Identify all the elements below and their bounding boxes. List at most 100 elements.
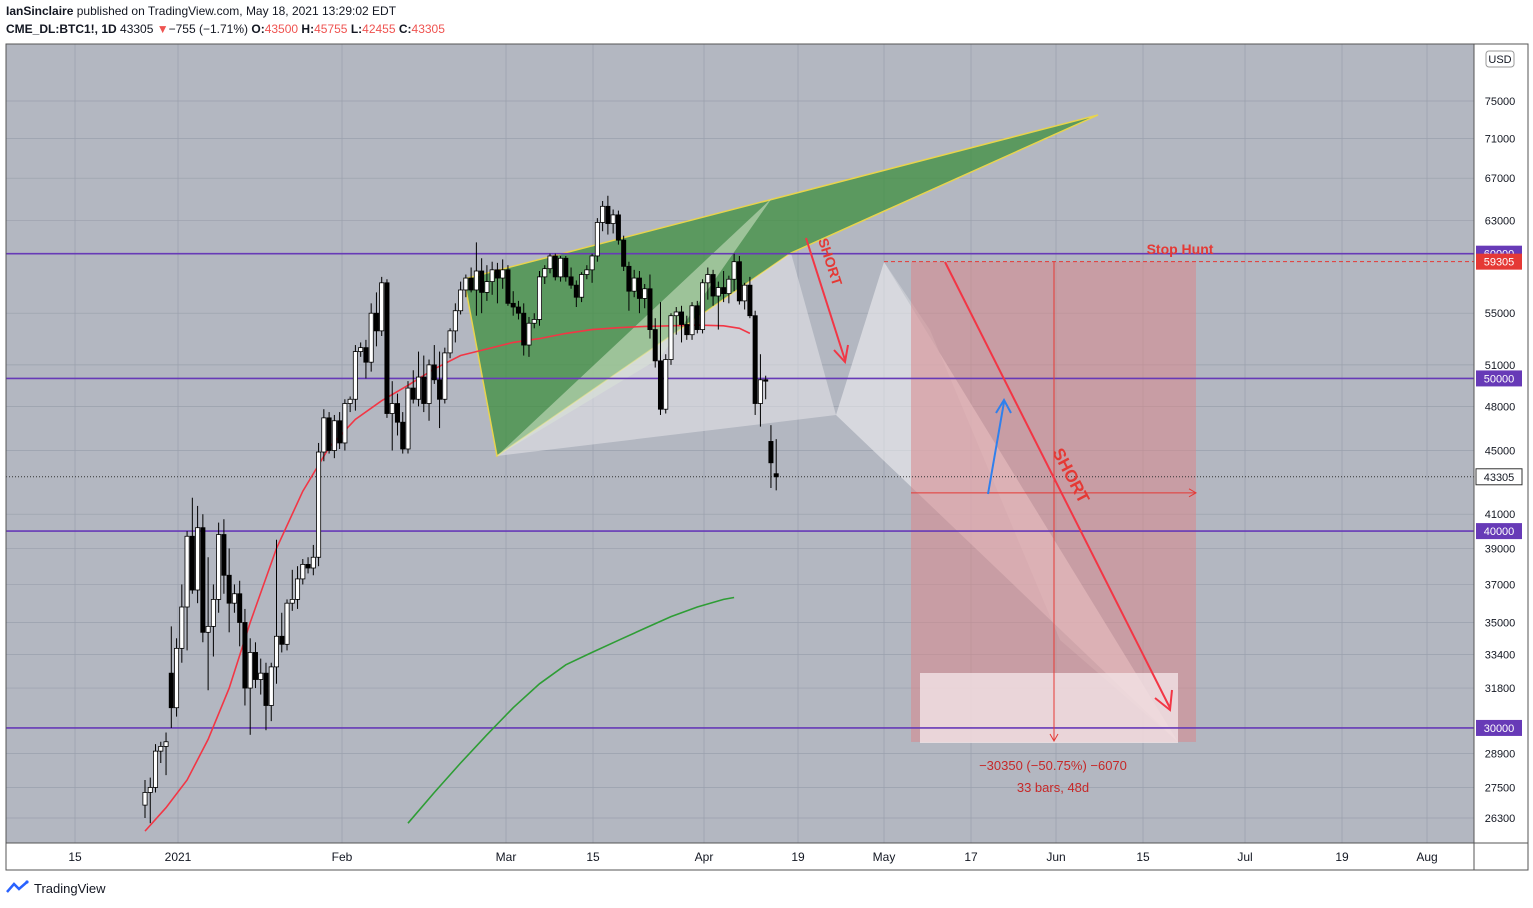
candle-body [226, 574, 232, 604]
candle [305, 557, 311, 574]
ma-slow-line [407, 596, 735, 824]
candle [742, 282, 748, 310]
candle [600, 201, 606, 232]
candle-body [179, 606, 185, 649]
candle [558, 255, 564, 282]
time-tick-label: Mar [496, 850, 517, 864]
candle [668, 313, 674, 365]
plot-area[interactable] [6, 44, 1474, 843]
candle [547, 253, 553, 274]
candle-body [563, 257, 569, 278]
candle [342, 399, 348, 451]
time-axis[interactable] [6, 843, 1474, 870]
last-price-badge [1476, 468, 1522, 485]
candle [494, 262, 500, 304]
candle-body [310, 556, 316, 569]
price-tick-label: 63000 [1485, 215, 1516, 227]
candle-body [642, 288, 648, 299]
candle [673, 307, 679, 335]
candle-body [342, 403, 348, 444]
candle-body [742, 284, 748, 302]
candle-body [473, 270, 479, 291]
candle-body [579, 274, 585, 298]
time-tick-label: Feb [332, 850, 353, 864]
short-arrow-1 [805, 237, 846, 361]
candle-body [426, 364, 432, 404]
candle-body [268, 666, 274, 706]
candle-body [389, 403, 395, 414]
candle-body [168, 672, 174, 709]
target-zone [920, 673, 1178, 743]
candle [757, 354, 763, 427]
candle [563, 255, 569, 282]
candle [663, 354, 669, 414]
candle [226, 548, 232, 633]
time-tick-label: Aug [1416, 850, 1437, 864]
candle-body [347, 398, 353, 404]
candle [700, 279, 706, 334]
candle [179, 584, 185, 663]
candle-body [621, 239, 627, 267]
candle [205, 557, 211, 691]
candle-body [773, 473, 779, 478]
candle-body [568, 276, 574, 286]
price-tick-label: 51000 [1485, 360, 1516, 372]
candle [247, 638, 253, 735]
candle-body [526, 322, 532, 346]
candle [694, 300, 700, 334]
candle [184, 531, 190, 651]
price-tick-label: 35000 [1485, 617, 1516, 629]
publish-info: IanSinclaire published on TradingView.co… [6, 4, 396, 18]
candle [463, 274, 469, 298]
candle [326, 412, 332, 454]
candle-body [147, 787, 153, 793]
candle-body [358, 347, 364, 352]
candle-body [305, 563, 311, 569]
candle-body [589, 255, 595, 271]
close-value: 43305 [411, 22, 445, 36]
candle [437, 351, 443, 429]
candle-body [394, 403, 400, 423]
candle [542, 265, 548, 284]
price-tick-label: 41000 [1485, 509, 1516, 521]
candle [384, 279, 390, 418]
candle-body [447, 330, 453, 354]
candle [479, 258, 485, 314]
stop-level-label: 59305 [1484, 257, 1515, 269]
bounce-arrow [987, 401, 1005, 495]
last-price-badge-border [1475, 468, 1523, 486]
candle-body [142, 792, 148, 806]
candle-body [726, 278, 732, 294]
candle-body [352, 351, 358, 400]
candle [400, 412, 406, 454]
candle [331, 414, 337, 459]
price-tick-label: 31800 [1485, 683, 1516, 695]
time-tick-label: 17 [964, 850, 978, 864]
candle [679, 305, 685, 343]
time-axis-labels: 15 2021 Feb Mar 15 Apr 19 May 17 Jun 15 Jul 19 Aug [68, 850, 1437, 864]
candle [715, 281, 721, 330]
candle-body [321, 417, 327, 453]
candle-body [500, 269, 506, 279]
candle [358, 342, 364, 357]
open-label: O: [251, 22, 265, 36]
candle-body [547, 255, 553, 270]
candles [142, 195, 779, 824]
price-tick-label: 28900 [1485, 748, 1516, 760]
candle-body [721, 287, 727, 294]
candle-body [594, 222, 600, 257]
stop-hunt-label: Stop Hunt [1147, 241, 1214, 257]
candle [763, 375, 769, 400]
candle [310, 544, 316, 576]
candle-body [700, 282, 706, 330]
candle [163, 732, 169, 776]
candle-body [647, 288, 653, 330]
candle-body [752, 315, 758, 404]
candle-body [494, 269, 500, 279]
candle-body [400, 421, 406, 450]
candle-body [184, 535, 190, 608]
time-tick-label: Jul [1237, 850, 1252, 864]
price-tick-label: 26300 [1485, 813, 1516, 825]
measure-label: −30350 (−50.75%) −6070 [979, 758, 1127, 773]
